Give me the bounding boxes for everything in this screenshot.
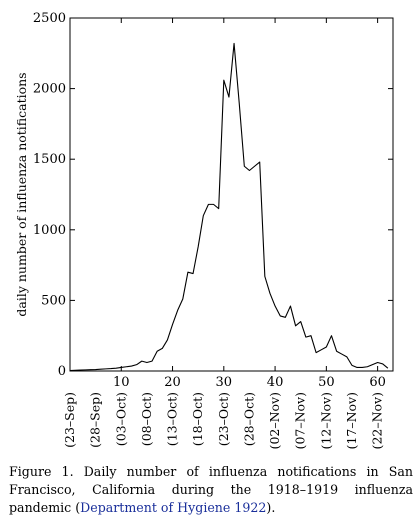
date-tick-label: (23–Oct) bbox=[216, 392, 231, 446]
date-tick-label: (07–Nov) bbox=[293, 392, 308, 449]
chart: 0 500 1000 1500 2000 2500 10 20 30 40 50 60 (23–Sep)… bbox=[14, 11, 394, 449]
date-tick-label: (02–Nov) bbox=[267, 392, 282, 449]
x-tick-label: 10 bbox=[113, 375, 130, 390]
y-tick-label: 2500 bbox=[33, 11, 66, 26]
tick-labels: 0 500 1000 1500 2000 2500 10 20 30 40 50 60 (23–Sep)… bbox=[33, 11, 386, 449]
date-tick-label: (23–Sep) bbox=[62, 392, 77, 448]
date-tick-label: (17–Nov) bbox=[344, 392, 359, 449]
date-tick-label: (28–Sep) bbox=[88, 392, 103, 448]
date-tick-label: (03–Oct) bbox=[113, 392, 128, 446]
x-tick-label: 60 bbox=[369, 375, 386, 390]
axis-ticks bbox=[70, 17, 393, 372]
date-tick-label: (18–Oct) bbox=[190, 392, 205, 446]
series-line-group bbox=[69, 42, 389, 372]
caption-reference-link[interactable]: Department of Hygiene 1922 bbox=[80, 500, 267, 515]
series-line bbox=[69, 42, 389, 372]
date-tick-label: (12–Nov) bbox=[318, 392, 333, 449]
date-tick-label: (13–Oct) bbox=[165, 392, 180, 446]
axes-frame bbox=[69, 17, 394, 372]
x-tick-label: 20 bbox=[164, 375, 181, 390]
date-tick-label: (08–Oct) bbox=[139, 392, 154, 446]
date-tick-label: (22–Nov) bbox=[370, 392, 385, 449]
plot-frame bbox=[69, 17, 394, 372]
x-tick-label: 50 bbox=[318, 375, 335, 390]
x-tick-label: 40 bbox=[267, 375, 284, 390]
caption-end: ). bbox=[266, 500, 276, 515]
y-tick-label: 500 bbox=[41, 293, 66, 308]
y-tick-label: 1000 bbox=[33, 223, 66, 238]
y-axis-title: daily number of influenza notifications bbox=[14, 72, 29, 316]
y-tick-label: 0 bbox=[58, 364, 66, 379]
caption-text: Figure 1. Daily number of influenza noti… bbox=[9, 464, 413, 515]
date-tick-label: (28–Oct) bbox=[241, 392, 256, 446]
x-tick-label: 30 bbox=[216, 375, 233, 390]
figure-caption: Figure 1. Daily number of influenza noti… bbox=[9, 463, 413, 517]
y-tick-label: 2000 bbox=[33, 82, 66, 97]
y-tick-label: 1500 bbox=[33, 152, 66, 167]
